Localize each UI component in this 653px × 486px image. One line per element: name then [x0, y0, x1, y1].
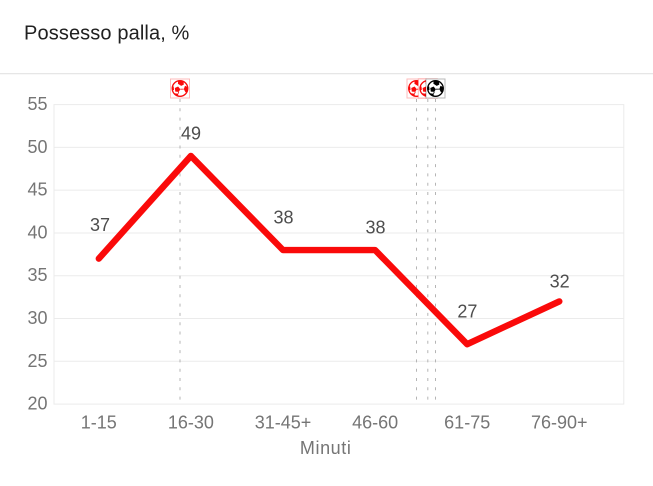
svg-text:20: 20	[27, 394, 47, 414]
svg-text:55: 55	[27, 94, 47, 114]
svg-text:61-75: 61-75	[444, 413, 490, 433]
svg-text:76-90+: 76-90+	[531, 413, 588, 433]
svg-text:30: 30	[27, 308, 47, 328]
svg-text:16-30: 16-30	[168, 413, 214, 433]
svg-text:Possesso palla, %: Possesso palla, %	[24, 23, 190, 45]
svg-text:45: 45	[27, 180, 47, 200]
svg-text:50: 50	[27, 137, 47, 157]
svg-text:1-15: 1-15	[81, 413, 117, 433]
svg-text:46-60: 46-60	[352, 413, 398, 433]
svg-text:49: 49	[181, 123, 201, 143]
svg-text:27: 27	[457, 302, 477, 322]
svg-text:40: 40	[27, 223, 47, 243]
svg-text:38: 38	[365, 218, 385, 238]
svg-text:38: 38	[273, 208, 293, 228]
svg-text:25: 25	[27, 351, 47, 371]
svg-text:32: 32	[550, 271, 570, 291]
svg-text:Minuti: Minuti	[300, 438, 352, 458]
svg-text:35: 35	[27, 265, 47, 285]
svg-text:37: 37	[90, 215, 110, 235]
svg-text:31-45+: 31-45+	[255, 413, 312, 433]
